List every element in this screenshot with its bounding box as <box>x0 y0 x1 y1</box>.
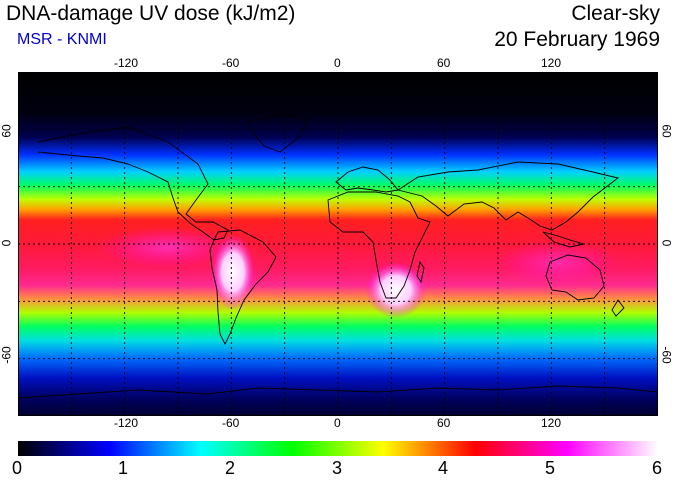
west-pacific-magenta-area <box>498 240 618 284</box>
north-america-coast <box>37 126 229 241</box>
south-america-coast <box>209 229 277 346</box>
coastlines <box>18 113 658 399</box>
lon-tick-top: 0 <box>334 56 341 70</box>
lat-tick-right: 60 <box>659 124 674 138</box>
lon-tick-top: 60 <box>437 56 451 70</box>
source-label: MSR - KNMI <box>17 31 107 48</box>
date-label: 20 February 1969 <box>494 28 660 51</box>
lat-tick-left: -60 <box>0 346 14 364</box>
colorbar-label: 1 <box>118 458 129 478</box>
new-zealand-coast <box>611 299 625 317</box>
lon-tick-bottom: -60 <box>222 416 240 430</box>
graticule <box>18 72 658 416</box>
lon-tick-bottom: 120 <box>541 416 562 430</box>
lon-tick-top: 120 <box>541 56 562 70</box>
colorbar-label: 3 <box>332 458 343 478</box>
lat-tick-left: 0 <box>0 239 14 247</box>
colorbar-label: 0 <box>12 458 23 478</box>
lon-tick-bottom: 60 <box>437 416 451 430</box>
colorbar <box>18 441 658 456</box>
map-title: DNA-damage UV dose (kJ/m2) <box>6 2 296 25</box>
pacific-magenta-area <box>98 227 238 267</box>
sky-condition-label: Clear-sky <box>571 2 660 25</box>
colorbar-label: 5 <box>545 458 556 478</box>
colorbar-label: 2 <box>225 458 236 478</box>
lon-tick-bottom: 0 <box>334 416 341 430</box>
uv-dose-map <box>18 72 658 416</box>
lat-tick-right: 0 <box>659 239 674 247</box>
colorbar-gradient <box>18 441 658 456</box>
asia-coast <box>396 161 620 231</box>
map-frame <box>18 72 658 416</box>
australia-coast <box>545 254 605 301</box>
antarctica-coast <box>18 385 658 399</box>
lon-tick-bottom: -120 <box>114 416 139 430</box>
greenland-coast <box>247 113 309 153</box>
colorbar-label: 6 <box>652 458 663 478</box>
africa-coast <box>327 191 431 299</box>
lon-tick-top: -120 <box>114 56 139 70</box>
colorbar-label: 4 <box>438 458 449 478</box>
southern-africa-hotspot <box>366 262 426 318</box>
lon-tick-top: -60 <box>222 56 240 70</box>
madagascar-coast <box>416 260 425 284</box>
lat-tick-right: -60 <box>659 346 674 364</box>
lat-tick-left: 60 <box>0 124 14 138</box>
